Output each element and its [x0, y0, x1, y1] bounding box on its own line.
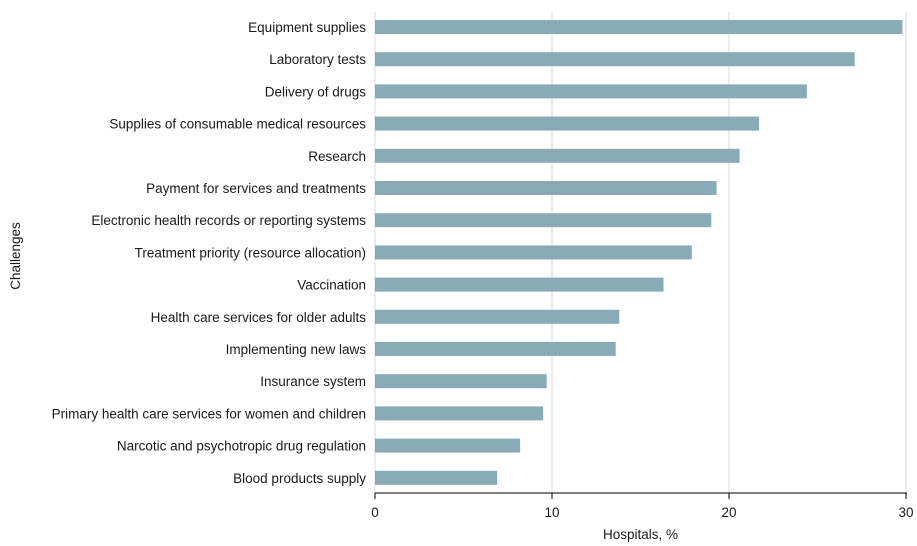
bar — [375, 277, 664, 292]
category-label: Supplies of consumable medical resources — [109, 117, 366, 132]
bar — [375, 245, 692, 260]
category-label: Health care services for older adults — [151, 310, 367, 325]
bar — [375, 342, 616, 356]
category-label: Payment for services and treatments — [146, 181, 366, 196]
bar — [375, 309, 620, 324]
category-label: Electronic health records or reporting s… — [91, 213, 366, 228]
bar — [375, 148, 740, 163]
category-label: Implementing new laws — [226, 342, 367, 357]
category-label: Treatment priority (resource allocation) — [135, 245, 366, 260]
x-axis-ticks: 0 10 20 30 — [371, 493, 914, 520]
x-tick-label: 0 — [371, 505, 379, 520]
bar — [375, 116, 760, 131]
x-tick-label: 10 — [544, 505, 559, 520]
category-label: Vaccination — [297, 278, 366, 293]
category-label: Delivery of drugs — [265, 84, 367, 99]
category-label: Insurance system — [260, 374, 366, 389]
bar — [375, 181, 717, 195]
category-label: Blood products supply — [233, 471, 366, 486]
bar — [375, 438, 521, 453]
bar — [375, 52, 855, 67]
bars — [375, 20, 903, 485]
bar — [375, 20, 903, 34]
bar — [375, 374, 547, 389]
x-tick-label: 30 — [898, 505, 913, 520]
bar — [375, 213, 712, 228]
x-axis-title: Hospitals, % — [603, 527, 678, 542]
category-label: Equipment supplies — [248, 20, 366, 35]
bar — [375, 470, 498, 485]
bar — [375, 406, 544, 421]
bar — [375, 84, 807, 99]
y-axis-title: Challenges — [8, 222, 23, 290]
category-label: Research — [308, 149, 366, 164]
category-label: Narcotic and psychotropic drug regulatio… — [117, 439, 366, 454]
category-label: Primary health care services for women a… — [52, 406, 366, 421]
category-labels: Equipment supplies Laboratory tests Delive… — [52, 20, 367, 486]
x-tick-label: 20 — [721, 505, 736, 520]
category-label: Laboratory tests — [269, 52, 366, 67]
